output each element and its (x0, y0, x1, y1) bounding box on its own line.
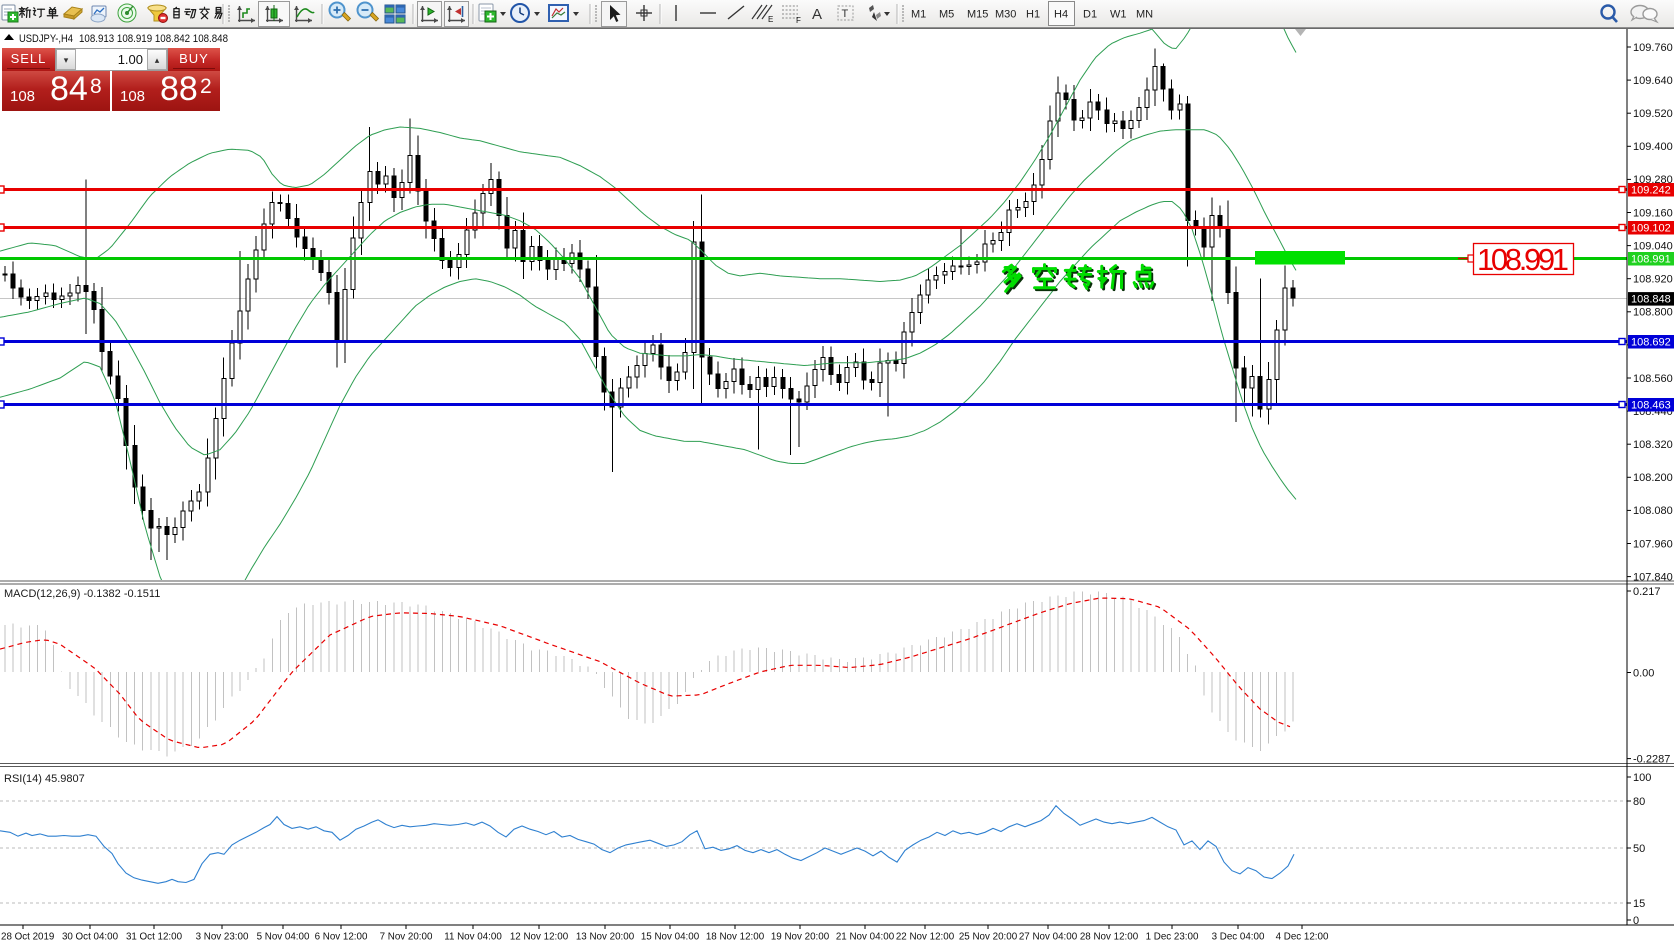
svg-text:15 Nov 04:00: 15 Nov 04:00 (641, 932, 700, 943)
svg-text:108.991: 108.991 (1477, 242, 1569, 277)
svg-text:30 Oct 04:00: 30 Oct 04:00 (62, 932, 119, 943)
svg-text:D1: D1 (1083, 9, 1097, 21)
svg-text:0.00: 0.00 (1633, 667, 1654, 679)
svg-text:W1: W1 (1110, 9, 1127, 21)
svg-text:22 Nov 12:00: 22 Nov 12:00 (896, 932, 955, 943)
svg-text:0: 0 (1633, 915, 1639, 927)
svg-text:T: T (842, 8, 849, 20)
svg-text:109.640: 109.640 (1633, 75, 1673, 87)
svg-text:109.760: 109.760 (1633, 42, 1673, 54)
svg-text:100: 100 (1633, 772, 1651, 784)
svg-text:109.400: 109.400 (1633, 141, 1673, 153)
svg-text:M5: M5 (939, 9, 954, 21)
svg-text:28 Oct 2019: 28 Oct 2019 (1, 932, 54, 943)
svg-text:18 Nov 12:00: 18 Nov 12:00 (706, 932, 765, 943)
svg-text:108.800: 108.800 (1633, 307, 1673, 319)
svg-text:109.160: 109.160 (1633, 207, 1673, 219)
svg-text:107.960: 107.960 (1633, 538, 1673, 550)
svg-text:80: 80 (1633, 796, 1645, 808)
svg-text:A: A (812, 6, 822, 23)
svg-text:28 Nov 12:00: 28 Nov 12:00 (1080, 932, 1139, 943)
svg-text:M15: M15 (967, 9, 988, 21)
svg-text:F: F (796, 16, 801, 25)
svg-text:4 Dec 12:00: 4 Dec 12:00 (1276, 932, 1329, 943)
svg-text:50: 50 (1633, 843, 1645, 855)
svg-text:108.920: 108.920 (1633, 274, 1673, 286)
svg-text:15: 15 (1633, 898, 1645, 910)
svg-text:108.560: 108.560 (1633, 373, 1673, 385)
svg-text:108.848: 108.848 (1631, 294, 1671, 306)
svg-text:108.692: 108.692 (1631, 337, 1671, 349)
svg-text:107.840: 107.840 (1633, 571, 1673, 583)
svg-text:108.463: 108.463 (1631, 400, 1671, 412)
svg-text:21 Nov 04:00: 21 Nov 04:00 (836, 932, 895, 943)
svg-text:E: E (768, 15, 773, 24)
svg-text:109.040: 109.040 (1633, 240, 1673, 252)
svg-text:M1: M1 (911, 9, 926, 21)
svg-text:12 Nov 12:00: 12 Nov 12:00 (510, 932, 569, 943)
svg-text:11 Nov 04:00: 11 Nov 04:00 (444, 932, 502, 943)
svg-text:MN: MN (1136, 9, 1153, 21)
svg-text:108.913 108.919 108.842 108.84: 108.913 108.919 108.842 108.848 (79, 33, 228, 45)
svg-text:-0.2287: -0.2287 (1633, 753, 1670, 765)
svg-text:27 Nov 04:00: 27 Nov 04:00 (1019, 932, 1078, 943)
svg-text:13 Nov 20:00: 13 Nov 20:00 (576, 932, 635, 943)
svg-text:M30: M30 (995, 9, 1016, 21)
svg-text:MACD(12,26,9) -0.1382 -0.1511: MACD(12,26,9) -0.1382 -0.1511 (4, 588, 160, 600)
svg-text:6 Nov 12:00: 6 Nov 12:00 (315, 932, 368, 943)
svg-text:3 Nov 23:00: 3 Nov 23:00 (196, 932, 249, 943)
svg-text:USDJPY-,H4: USDJPY-,H4 (19, 33, 73, 45)
svg-text:RSI(14) 45.9807: RSI(14) 45.9807 (4, 773, 85, 785)
svg-text:19 Nov 20:00: 19 Nov 20:00 (771, 932, 830, 943)
svg-text:108.080: 108.080 (1633, 505, 1673, 517)
svg-text:3 Dec 04:00: 3 Dec 04:00 (1212, 932, 1265, 943)
svg-text:109.242: 109.242 (1631, 185, 1671, 197)
svg-text:108.320: 108.320 (1633, 439, 1673, 451)
svg-text:1 Dec 23:00: 1 Dec 23:00 (1146, 932, 1199, 943)
svg-text:H4: H4 (1054, 9, 1068, 21)
svg-text:7 Nov 20:00: 7 Nov 20:00 (380, 932, 433, 943)
svg-text:H1: H1 (1026, 9, 1040, 21)
svg-text:108.991: 108.991 (1631, 254, 1671, 266)
svg-text:25 Nov 20:00: 25 Nov 20:00 (959, 932, 1018, 943)
svg-text:31 Oct 12:00: 31 Oct 12:00 (126, 932, 183, 943)
svg-text:5 Nov 04:00: 5 Nov 04:00 (257, 932, 310, 943)
svg-text:108.200: 108.200 (1633, 472, 1673, 484)
svg-text:109.520: 109.520 (1633, 108, 1673, 120)
svg-text:0.217: 0.217 (1633, 586, 1661, 598)
svg-text:109.102: 109.102 (1631, 223, 1671, 235)
